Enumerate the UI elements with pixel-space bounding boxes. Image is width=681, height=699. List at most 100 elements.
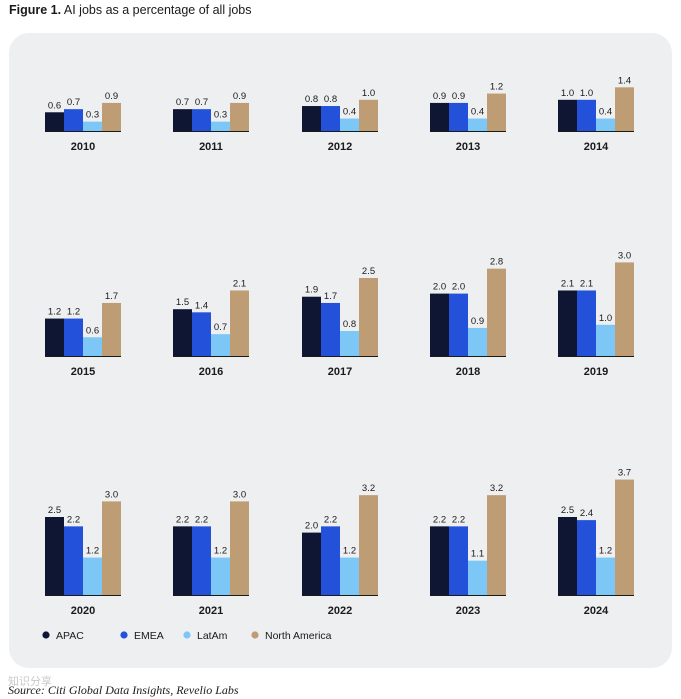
bar-north-america-2012	[359, 99, 378, 131]
bar-emea-2011	[192, 109, 211, 131]
data-label: 1.7	[105, 291, 118, 302]
data-label: 2.2	[433, 514, 446, 525]
data-label: 3.2	[490, 483, 503, 494]
bar-apac-2019	[558, 290, 577, 356]
category-label-2015: 2015	[71, 366, 95, 378]
category-label-2010: 2010	[71, 141, 95, 153]
bar-latam-2023	[468, 560, 487, 595]
bar-north-america-2014	[615, 87, 634, 131]
data-label: 1.2	[490, 82, 503, 93]
data-label: 2.1	[580, 278, 593, 289]
data-label: 1.9	[305, 285, 318, 296]
data-label: 2.2	[324, 514, 337, 525]
bar-emea-2014	[577, 99, 596, 131]
legend-marker-emea	[120, 631, 128, 639]
category-label-2012: 2012	[328, 141, 352, 153]
data-label: 2.5	[48, 505, 61, 516]
bar-latam-2014	[596, 118, 615, 131]
data-label: 1.0	[599, 313, 612, 324]
bar-apac-2017	[302, 296, 321, 356]
data-label: 1.7	[324, 291, 337, 302]
data-label: 1.2	[67, 307, 80, 318]
data-label: 2.2	[176, 514, 189, 525]
bar-north-america-2017	[359, 278, 378, 356]
bar-latam-2019	[596, 324, 615, 356]
bar-north-america-2022	[359, 495, 378, 595]
bar-emea-2024	[577, 520, 596, 595]
legend-label: LatAm	[197, 630, 228, 642]
figure-title: Figure 1. AI jobs as a percentage of all…	[9, 3, 252, 17]
category-label-2021: 2021	[199, 605, 223, 617]
bar-apac-2020	[45, 517, 64, 595]
data-label: 0.7	[67, 97, 80, 108]
category-label-2014: 2014	[584, 141, 609, 153]
data-label: 1.5	[176, 297, 189, 308]
data-label: 0.3	[86, 110, 99, 121]
data-label: 1.2	[214, 546, 227, 557]
bar-north-america-2013	[487, 93, 506, 131]
data-label: 3.0	[233, 489, 246, 500]
data-label: 3.0	[618, 250, 631, 261]
data-label: 0.9	[452, 91, 465, 102]
bar-emea-2015	[64, 318, 83, 356]
bar-north-america-2016	[230, 290, 249, 356]
data-label: 1.4	[195, 300, 208, 311]
bar-latam-2015	[83, 337, 102, 356]
bar-north-america-2023	[487, 495, 506, 595]
data-label: 2.1	[561, 278, 574, 289]
data-label: 1.0	[561, 88, 574, 99]
bar-apac-2013	[430, 102, 449, 131]
data-label: 2.2	[452, 514, 465, 525]
bar-latam-2016	[211, 334, 230, 356]
bar-apac-2021	[173, 526, 192, 595]
data-label: 1.2	[48, 307, 61, 318]
bar-latam-2012	[340, 118, 359, 131]
data-label: 0.9	[233, 91, 246, 102]
bar-latam-2018	[468, 327, 487, 356]
data-label: 0.9	[433, 91, 446, 102]
data-label: 1.2	[343, 546, 356, 557]
data-label: 2.8	[490, 257, 503, 268]
bar-apac-2023	[430, 526, 449, 595]
category-label-2013: 2013	[456, 141, 480, 153]
data-label: 3.0	[105, 489, 118, 500]
data-label: 2.5	[362, 266, 375, 277]
data-label: 2.4	[580, 508, 593, 519]
bar-emea-2022	[321, 526, 340, 595]
data-label: 0.9	[105, 91, 118, 102]
bar-latam-2010	[83, 121, 102, 131]
data-label: 0.3	[214, 110, 227, 121]
legend-label: North America	[265, 630, 332, 642]
legend-marker-apac	[42, 631, 50, 639]
data-label: 1.0	[362, 88, 375, 99]
data-label: 0.4	[471, 107, 484, 118]
data-label: 1.0	[580, 88, 593, 99]
data-label: 0.6	[48, 100, 61, 111]
data-label: 0.7	[195, 97, 208, 108]
category-label-2023: 2023	[456, 605, 480, 617]
figure-title-text: AI jobs as a percentage of all jobs	[63, 3, 252, 17]
data-label: 2.2	[195, 514, 208, 525]
bar-emea-2018	[449, 293, 468, 356]
bar-north-america-2020	[102, 501, 121, 595]
bar-emea-2016	[192, 312, 211, 356]
bar-apac-2024	[558, 517, 577, 595]
category-label-2019: 2019	[584, 366, 608, 378]
bar-apac-2022	[302, 532, 321, 595]
category-label-2017: 2017	[328, 366, 352, 378]
figure-label: Figure 1.	[9, 3, 62, 17]
data-label: 3.2	[362, 483, 375, 494]
data-label: 0.7	[214, 322, 227, 333]
data-label: 0.4	[343, 107, 356, 118]
bar-apac-2018	[430, 293, 449, 356]
data-label: 0.9	[471, 316, 484, 327]
category-label-2011: 2011	[199, 141, 223, 153]
data-label: 2.5	[561, 505, 574, 516]
bar-latam-2024	[596, 557, 615, 595]
category-label-2016: 2016	[199, 366, 223, 378]
bar-latam-2022	[340, 557, 359, 595]
bar-north-america-2011	[230, 102, 249, 131]
bar-emea-2023	[449, 526, 468, 595]
bar-north-america-2021	[230, 501, 249, 595]
bar-emea-2013	[449, 102, 468, 131]
